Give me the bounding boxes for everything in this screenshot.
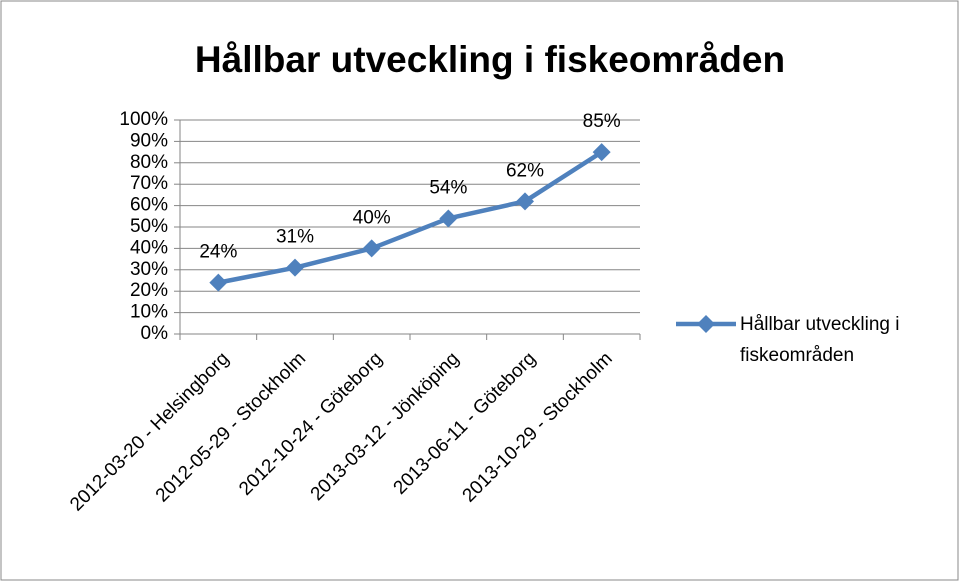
data-label: 62% (506, 160, 544, 181)
data-label: 54% (429, 177, 467, 198)
legend-marker (697, 315, 715, 333)
y-tick-label: 0% (141, 323, 169, 344)
marker (516, 192, 534, 211)
y-tick-label: 70% (130, 173, 168, 194)
y-tick-label: 30% (130, 259, 168, 280)
y-tick-label: 60% (130, 195, 168, 216)
y-tick-label: 90% (130, 130, 168, 151)
data-label: 31% (276, 227, 314, 248)
y-tick-label: 20% (130, 280, 168, 301)
marker (439, 209, 458, 228)
marker (592, 143, 611, 162)
chart-title: Hållbar utveckling i fiskeområden (195, 39, 785, 80)
marker (362, 239, 381, 258)
y-tick-label: 10% (130, 302, 168, 323)
y-tick-label: 100% (119, 109, 168, 130)
y-tick-label: 50% (130, 216, 168, 237)
data-label: 85% (583, 111, 621, 132)
y-tick-label: 80% (130, 152, 168, 173)
y-tick-label: 40% (130, 237, 168, 258)
legend-label: Hållbar utveckling i fiskeområden (740, 314, 900, 366)
series-line (217, 150, 603, 285)
marker (209, 273, 228, 292)
data-label: 24% (199, 242, 237, 263)
marker (286, 258, 304, 277)
data-label: 40% (353, 207, 391, 228)
